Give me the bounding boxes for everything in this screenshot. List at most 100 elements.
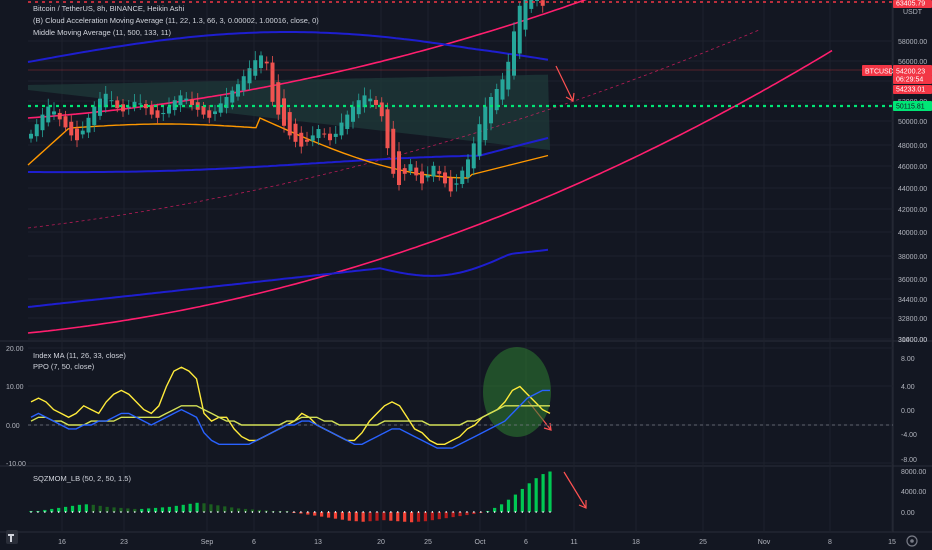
candle-body (425, 175, 430, 178)
price-tag-bg (893, 65, 932, 76)
oscillator-lines (30, 366, 551, 449)
osc-right-tick: 0.00 (901, 408, 915, 415)
momentum-bar (313, 512, 317, 516)
time-tick-label: 8 (828, 539, 832, 546)
candle-body (414, 167, 419, 176)
squeeze-dot (549, 511, 551, 513)
price-tag-label: 54233.01 (896, 87, 925, 94)
candle-body (52, 111, 56, 115)
candle-body (506, 61, 511, 90)
squeeze-dot (99, 511, 101, 513)
candle-body (500, 79, 505, 100)
candle-body (483, 106, 488, 141)
squeeze-dot (459, 511, 461, 513)
momentum-bar (105, 506, 109, 512)
squeeze-dot (362, 511, 364, 513)
candle-body (339, 122, 344, 136)
momentum-bar (493, 507, 497, 512)
candle-body (305, 139, 309, 142)
squeeze-dot (120, 511, 122, 513)
momentum-bar (437, 512, 441, 520)
momentum-bar (223, 506, 227, 512)
green-highlight-ellipse (483, 347, 551, 437)
momentum-bar (333, 512, 338, 519)
candle-body (379, 102, 384, 117)
squeeze-momentum-bars (29, 471, 552, 523)
candle-body (454, 183, 459, 185)
momentum-bar (216, 505, 220, 512)
time-tick-label: Oct (475, 539, 486, 546)
candle-body (368, 98, 373, 102)
currency-label: USDT (903, 9, 923, 16)
candle-body (224, 97, 229, 109)
price-tag-label: 50115.81 (896, 104, 925, 111)
histogram-axis[interactable]: 8000.00 4000.00 0.00 (901, 469, 926, 517)
candle-body (247, 68, 252, 84)
candle-body (333, 133, 338, 137)
momentum-bar (91, 504, 95, 512)
squeeze-dot (92, 511, 94, 513)
candle-body (213, 111, 217, 115)
squeeze-dot (390, 511, 392, 513)
red-arrow-histogram (563, 471, 587, 509)
candle-body (126, 106, 131, 108)
momentum-bar (527, 483, 531, 512)
squeeze-dot (514, 511, 516, 513)
oscillator-right-axis[interactable]: 8.00 4.00 0.00 -4.00 -8.00 (901, 356, 917, 464)
time-tick-label: 15 (888, 539, 896, 546)
squeeze-dot (542, 511, 544, 513)
momentum-bar (230, 507, 234, 512)
price-tag-bg (862, 65, 892, 76)
candle-body (115, 100, 120, 109)
squeeze-dot (535, 511, 537, 513)
candle-body (489, 97, 493, 124)
settings-icon[interactable] (906, 535, 918, 547)
candle-body (316, 129, 321, 139)
squeeze-dot (238, 511, 240, 513)
time-axis[interactable]: 16 23 Sep 6 13 20 25 Oct 6 11 18 25 Nov 8 15 (58, 539, 896, 546)
candle-body (282, 98, 286, 126)
momentum-bar (382, 512, 386, 521)
candle-body (161, 113, 166, 115)
momentum-bar (430, 512, 434, 521)
candle-body (535, 0, 539, 1)
candle-body (264, 61, 269, 64)
candle-body (402, 168, 407, 174)
squeeze-dot (293, 511, 295, 513)
candle-body (345, 114, 350, 129)
candle-body (155, 110, 160, 118)
price-tick-label: 31400.00 (898, 337, 927, 344)
oscillator-series-line (30, 389, 550, 449)
tradingview-logo (6, 530, 18, 544)
osc-right-tick: -8.00 (901, 457, 917, 464)
momentum-bar (423, 512, 428, 522)
momentum-bar (147, 508, 151, 512)
squeeze-dot (480, 511, 482, 513)
squeeze-dot (51, 511, 53, 513)
squeeze-dot (258, 511, 260, 513)
squeeze-dot (286, 511, 288, 513)
momentum-bar (416, 512, 421, 522)
candle-body (529, 0, 534, 9)
candle-body (109, 100, 114, 102)
momentum-bar (98, 505, 102, 512)
price-axis[interactable]: 58000.0056000.0054000.0052000.0050000.00… (898, 39, 927, 344)
momentum-bar (112, 507, 116, 512)
candle-body (328, 133, 332, 141)
squeeze-dot (528, 511, 530, 513)
momentum-bar (84, 504, 88, 512)
squeeze-dot (175, 511, 177, 513)
squeeze-dot (300, 511, 302, 513)
squeeze-dot (189, 511, 191, 513)
squeeze-dot (438, 511, 440, 513)
candle-body (144, 103, 148, 109)
squeeze-dot (507, 511, 510, 513)
candle-body (103, 93, 108, 108)
legend-cloud-ma: (B) Cloud Acceleration Moving Average (1… (33, 16, 319, 25)
momentum-bar (361, 512, 365, 522)
momentum-bar (209, 504, 213, 512)
squeeze-dot (404, 511, 406, 513)
time-tick-label: 6 (524, 539, 528, 546)
candle-body (80, 130, 85, 135)
oscillator-series-line (30, 405, 550, 426)
